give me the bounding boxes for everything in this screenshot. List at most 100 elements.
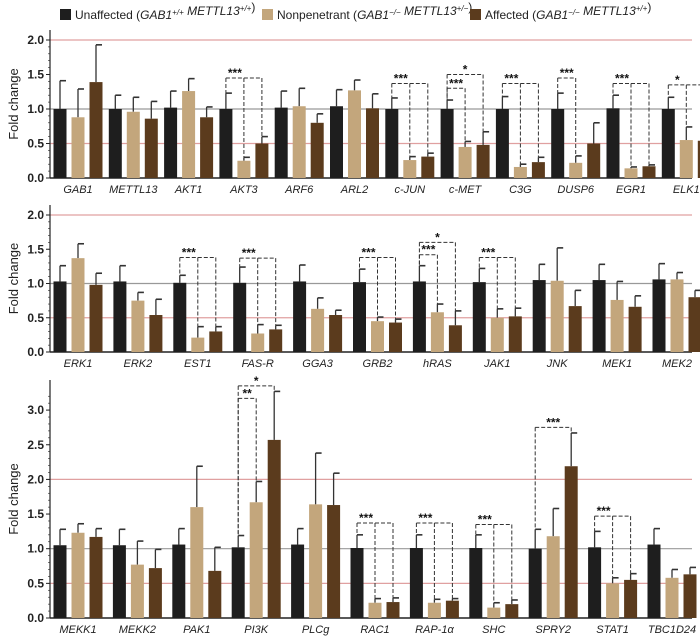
legend-text-part: METTL13 [580, 4, 636, 18]
bar-nonpenetrant [679, 140, 693, 178]
significance-bracket: * [237, 374, 275, 536]
legend-text-part: METTL13 [401, 4, 457, 18]
x-tick-label: GAB1 [63, 184, 92, 196]
bar-nonpenetrant [624, 168, 638, 178]
significance-label: *** [242, 246, 256, 260]
x-tick-label: STAT1 [596, 624, 629, 636]
significance-bracket: *** [415, 511, 453, 600]
bar-unaffected [330, 106, 343, 178]
legend-text-part: +/+ [172, 8, 184, 17]
category-group: STAT1 [588, 530, 638, 636]
category-group: PAK1 [172, 465, 222, 636]
x-tick-label: MEKK1 [59, 624, 96, 636]
category-group: C3G [495, 95, 545, 196]
bar-unaffected [409, 548, 423, 618]
significance-bracket: *** [446, 76, 466, 142]
bar-unaffected [440, 109, 454, 178]
y-tick-label: 0.5 [27, 137, 44, 151]
bar-nonpenetrant [610, 299, 624, 352]
significance-label: *** [228, 66, 242, 80]
legend-text-part: +/+ [240, 4, 252, 13]
legend-label: Nonpenetrant (GAB1−/− METTL13+/−) [277, 0, 472, 22]
category-group: PI3K [231, 390, 281, 636]
bar-unaffected [274, 107, 288, 178]
bar-unaffected [606, 108, 620, 178]
panel-1: 0.0 0.5 1.0 1.5 2.0 Fold change GAB1 METTL13 AKT… [6, 30, 700, 196]
bar-affected [688, 297, 700, 352]
category-group: AKT3 [219, 92, 269, 196]
bar-affected [642, 166, 656, 178]
significance-bracket: *** [239, 246, 277, 326]
significance-label: *** [361, 245, 375, 259]
significance-bracket: *** [594, 504, 632, 578]
significance-bracket: *** [478, 245, 516, 309]
bar-affected [208, 570, 222, 618]
x-tick-label: JAK1 [483, 358, 510, 370]
significance-label: *** [421, 243, 435, 257]
x-tick-label: AKT3 [229, 184, 258, 196]
bar-nonpenetrant [546, 536, 560, 618]
x-tick-label: ERK2 [124, 358, 153, 370]
x-tick-label: MEKK2 [119, 624, 156, 636]
category-group: RAP-1α [409, 534, 459, 636]
bar-affected [508, 316, 522, 352]
bar-nonpenetrant [182, 91, 196, 178]
category-group: JAK1 [472, 267, 522, 370]
bar-nonpenetrant [550, 280, 564, 352]
bar-affected [386, 602, 400, 618]
bar-nonpenetrant [430, 312, 444, 352]
bar-unaffected [113, 281, 127, 352]
bar-unaffected [661, 109, 675, 178]
bar-unaffected [173, 282, 187, 352]
y-axis-label: Fold change [6, 463, 21, 535]
bar-unaffected [108, 109, 122, 178]
y-axis-label: Fold change [6, 243, 21, 315]
bar-unaffected [293, 281, 307, 352]
category-group: c-MET [440, 99, 490, 196]
bar-affected [267, 439, 281, 618]
legend-text-part: Nonpenetrant ( [277, 8, 357, 22]
x-tick-label: ERK1 [64, 358, 93, 370]
category-group: MEK1 [592, 263, 642, 370]
y-tick-label: 2.0 [27, 33, 44, 47]
category-group: METTL13 [108, 94, 158, 196]
significance-label: *** [418, 511, 432, 525]
significance-bracket: *** [359, 245, 396, 320]
bar-nonpenetrant [311, 308, 325, 352]
legend-label: Affected (GAB1−/− METTL13+/+) [485, 0, 651, 22]
bar-nonpenetrant [309, 504, 323, 618]
category-group: EGR1 [606, 94, 656, 196]
bar-affected [149, 315, 163, 352]
bar-affected [531, 162, 545, 178]
bar-nonpenetrant [427, 602, 441, 618]
legend-text-part: +/− [457, 4, 469, 13]
significance-bracket: *** [557, 66, 577, 156]
y-tick-label: 0.5 [27, 311, 44, 325]
legend-swatch [262, 9, 273, 20]
legend-item: Unaffected (GAB1+/+ METTL13+/+) [60, 0, 255, 22]
category-group: TBC1D24 [647, 527, 697, 636]
bar-unaffected [385, 109, 399, 178]
bar-affected [148, 568, 162, 618]
bar-unaffected [53, 109, 67, 178]
y-tick-label: 1.0 [27, 277, 44, 291]
category-group: SHC [469, 534, 519, 636]
bar-affected [327, 505, 341, 618]
y-tick-label: 1.0 [27, 542, 44, 556]
significance-bracket: *** [391, 71, 429, 157]
bar-affected [255, 143, 269, 178]
x-tick-label: JNK [546, 358, 568, 370]
bar-unaffected [231, 547, 245, 618]
bar-affected [89, 536, 103, 618]
x-tick-label: ARF6 [284, 184, 314, 196]
x-tick-label: MEK1 [602, 358, 632, 370]
x-tick-label: PAK1 [183, 624, 210, 636]
y-tick-label: 2.0 [27, 472, 44, 486]
significance-label: *** [449, 76, 463, 90]
bar-unaffected [532, 280, 546, 352]
bar-unaffected [353, 282, 366, 352]
category-group: MEKK1 [53, 522, 103, 636]
bar-nonpenetrant [71, 258, 85, 352]
significance-label: *** [182, 245, 196, 259]
